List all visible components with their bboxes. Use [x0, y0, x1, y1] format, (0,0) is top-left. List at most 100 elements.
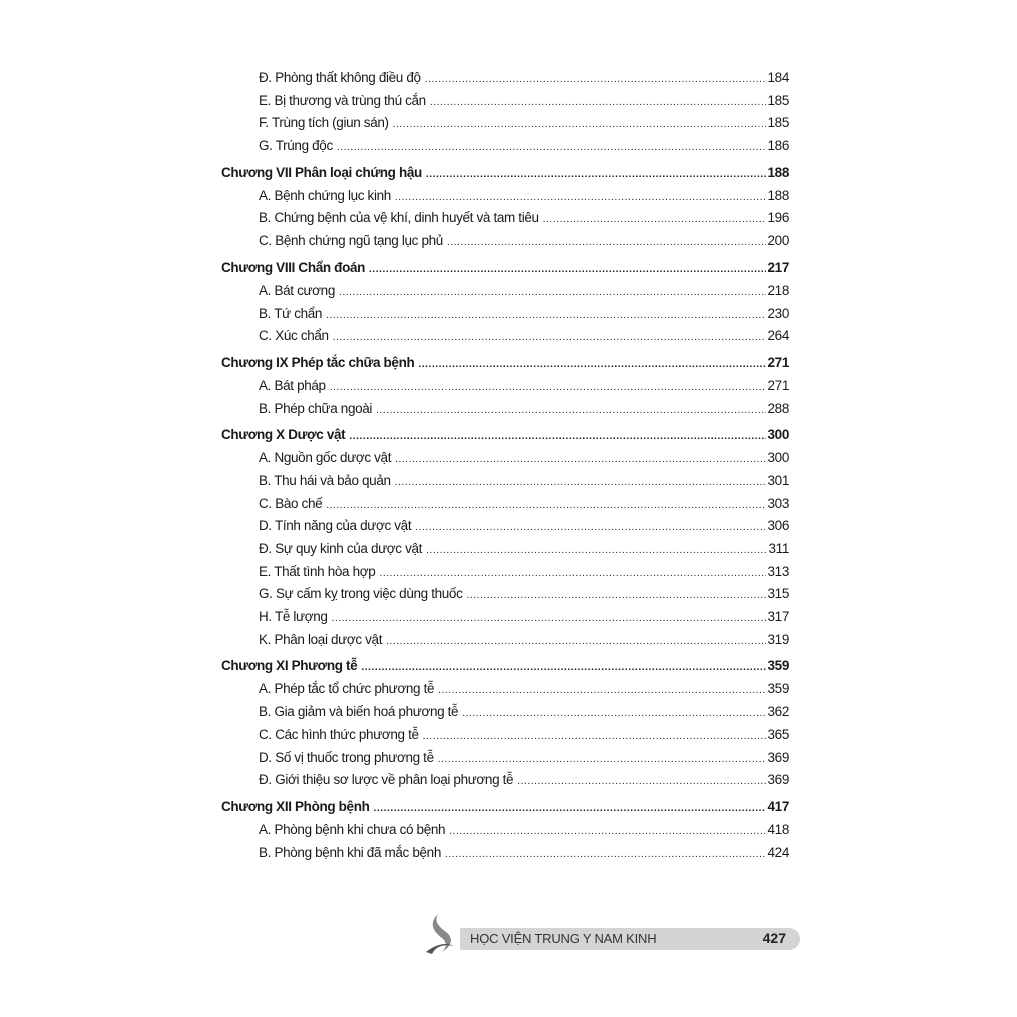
entry-page-number: 218	[767, 282, 790, 298]
page-footer: HỌC VIỆN TRUNG Y NAM KINH 427	[424, 912, 802, 954]
entry-title: D. Số vị thuốc trong phương tễ	[259, 749, 434, 765]
toc-section-entry: A. Bát pháp 271	[221, 375, 789, 398]
toc-section-entry: D. Tính năng của dược vật 306	[221, 515, 789, 538]
entry-title: B. Thu hái và bảo quản	[259, 472, 391, 488]
entry-page-number: 185	[767, 115, 790, 131]
entry-page-number: 362	[767, 704, 790, 720]
entry-page-number: 217	[767, 259, 790, 275]
entry-title: E. Thất tình hòa hợp	[259, 563, 376, 579]
toc-chapter-entry: Chương IX Phép tắc chữa bệnh 271	[221, 352, 789, 375]
entry-title: F. Trùng tích (giun sán)	[259, 115, 389, 131]
entry-title: Chương XII Phòng bệnh	[221, 798, 370, 814]
entry-title: Đ. Giới thiệu sơ lược về phân loại phươn…	[259, 772, 514, 788]
toc-section-entry: D. Số vị thuốc trong phương tễ 369	[221, 747, 789, 770]
toc-section-entry: E. Bị thương và trùng thú cắn 185	[221, 90, 789, 113]
entry-title: Đ. Sự quy kinh của dược vật	[259, 541, 423, 556]
toc-section-entry: C. Bệnh chứng ngũ tạng lục phủ 200	[221, 230, 789, 253]
toc-section-entry: B. Thu hái và bảo quản 301	[221, 470, 789, 493]
entry-page-number: 306	[767, 518, 790, 534]
dot-leader	[445, 844, 766, 867]
entry-title: A. Nguồn gốc dược vật	[259, 450, 392, 466]
dot-leader	[517, 771, 765, 794]
table-of-contents: Đ. Phòng thất không điều độ 184 E. Bị thươ…	[221, 67, 789, 864]
entry-page-number: 369	[767, 772, 790, 788]
dot-leader	[326, 495, 765, 518]
entry-title: G. Trúng độc	[259, 138, 333, 154]
dot-leader	[426, 540, 766, 563]
entry-page-number: 313	[767, 563, 790, 579]
dot-leader	[447, 232, 766, 255]
toc-section-entry: G. Sự cấm kỵ trong việc dùng thuốc 315	[221, 583, 789, 606]
entry-title: B. Chứng bệnh của vệ khí, dinh huyết và …	[259, 210, 539, 226]
dot-leader	[462, 703, 765, 726]
toc-chapter-entry: Chương X Dược vật 300	[221, 424, 789, 447]
entry-page-number: 424	[767, 844, 790, 860]
dot-leader	[330, 377, 766, 400]
entry-title: H. Tễ lượng	[259, 609, 328, 625]
entry-title: A. Bát cương	[259, 282, 335, 298]
toc-section-entry: Đ. Sự quy kinh của dược vật 311	[221, 538, 789, 561]
dot-leader	[438, 749, 766, 772]
page-number: 427	[762, 930, 786, 946]
entry-page-number: 188	[767, 164, 790, 180]
entry-page-number: 300	[767, 427, 790, 443]
toc-section-entry: A. Phép tắc tổ chức phương tễ 359	[221, 678, 789, 701]
entry-page-number: 271	[767, 377, 790, 393]
entry-title: A. Phép tắc tổ chức phương tễ	[259, 681, 435, 697]
dot-leader	[395, 187, 766, 210]
toc-section-entry: A. Phòng bệnh khi chưa có bệnh 418	[221, 819, 789, 842]
entry-page-number: 271	[767, 354, 790, 370]
entry-page-number: 264	[767, 328, 790, 344]
entry-title: B. Gia giảm và biến hoá phương tễ	[259, 704, 459, 720]
toc-section-entry: C. Bào chế 303	[221, 493, 789, 516]
entry-title: C. Bào chế	[259, 495, 323, 511]
entry-title: A. Bệnh chứng lục kinh	[259, 187, 391, 203]
toc-section-entry: K. Phân loại dược vật 319	[221, 629, 789, 652]
entry-page-number: 365	[767, 726, 790, 742]
entry-page-number: 418	[767, 821, 790, 837]
entry-page-number: 186	[767, 138, 790, 154]
publisher-logo-icon	[426, 914, 454, 954]
entry-page-number: 369	[767, 749, 790, 765]
entry-page-number: 188	[767, 187, 790, 203]
dot-leader	[393, 114, 766, 137]
toc-section-entry: E. Thất tình hòa hợp 313	[221, 561, 789, 584]
dot-leader	[423, 726, 766, 749]
toc-section-entry: B. Phép chữa ngoài 288	[221, 398, 789, 421]
toc-section-entry: B. Gia giảm và biến hoá phương tễ 362	[221, 701, 789, 724]
toc-section-entry: A. Bệnh chứng lục kinh 188	[221, 185, 789, 208]
toc-chapter-entry: Chương VII Phân loại chứng hậu 188	[221, 162, 789, 185]
entry-title: K. Phân loại dược vật	[259, 631, 383, 647]
dot-leader	[395, 449, 765, 472]
toc-chapter-entry: Chương XII Phòng bệnh 417	[221, 796, 789, 819]
entry-title: B. Phòng bệnh khi đã mắc bệnh	[259, 844, 441, 860]
toc-section-entry: B. Phòng bệnh khi đã mắc bệnh 424	[221, 842, 789, 865]
toc-section-entry: B. Tứ chẩn 230	[221, 303, 789, 326]
entry-title: G. Sự cấm kỵ trong việc dùng thuốc	[259, 586, 463, 602]
toc-section-entry: Đ. Phòng thất không điều độ 184	[221, 67, 789, 90]
entry-title: A. Phòng bệnh khi chưa có bệnh	[259, 821, 446, 837]
dot-leader	[415, 517, 765, 540]
toc-section-entry: C. Các hình thức phương tễ 365	[221, 724, 789, 747]
dot-leader	[349, 426, 765, 449]
toc-chapter-entry: Chương VIII Chẩn đoán 217	[221, 257, 789, 280]
toc-section-entry: A. Bát cương 218	[221, 280, 789, 303]
toc-section-entry: Đ. Giới thiệu sơ lược về phân loại phươn…	[221, 769, 789, 792]
entry-title: Chương X Dược vật	[221, 427, 346, 443]
toc-section-entry: C. Xúc chẩn 264	[221, 325, 789, 348]
entry-page-number: 200	[767, 233, 790, 249]
entry-page-number: 301	[767, 472, 790, 488]
toc-section-entry: H. Tễ lượng 317	[221, 606, 789, 629]
entry-page-number: 417	[767, 798, 790, 814]
entry-page-number: 315	[767, 586, 790, 602]
entry-page-number: 196	[767, 210, 790, 226]
dot-leader	[333, 327, 766, 350]
entry-title: Chương XI Phương tễ	[221, 658, 358, 674]
entry-title: Chương VII Phân loại chứng hậu	[221, 164, 422, 180]
dot-leader	[337, 137, 766, 160]
toc-section-entry: G. Trúng độc 186	[221, 135, 789, 158]
entry-title: Chương VIII Chẩn đoán	[221, 259, 366, 275]
dot-leader	[418, 354, 765, 377]
dot-leader	[376, 400, 765, 423]
entry-title: C. Xúc chẩn	[259, 328, 329, 344]
